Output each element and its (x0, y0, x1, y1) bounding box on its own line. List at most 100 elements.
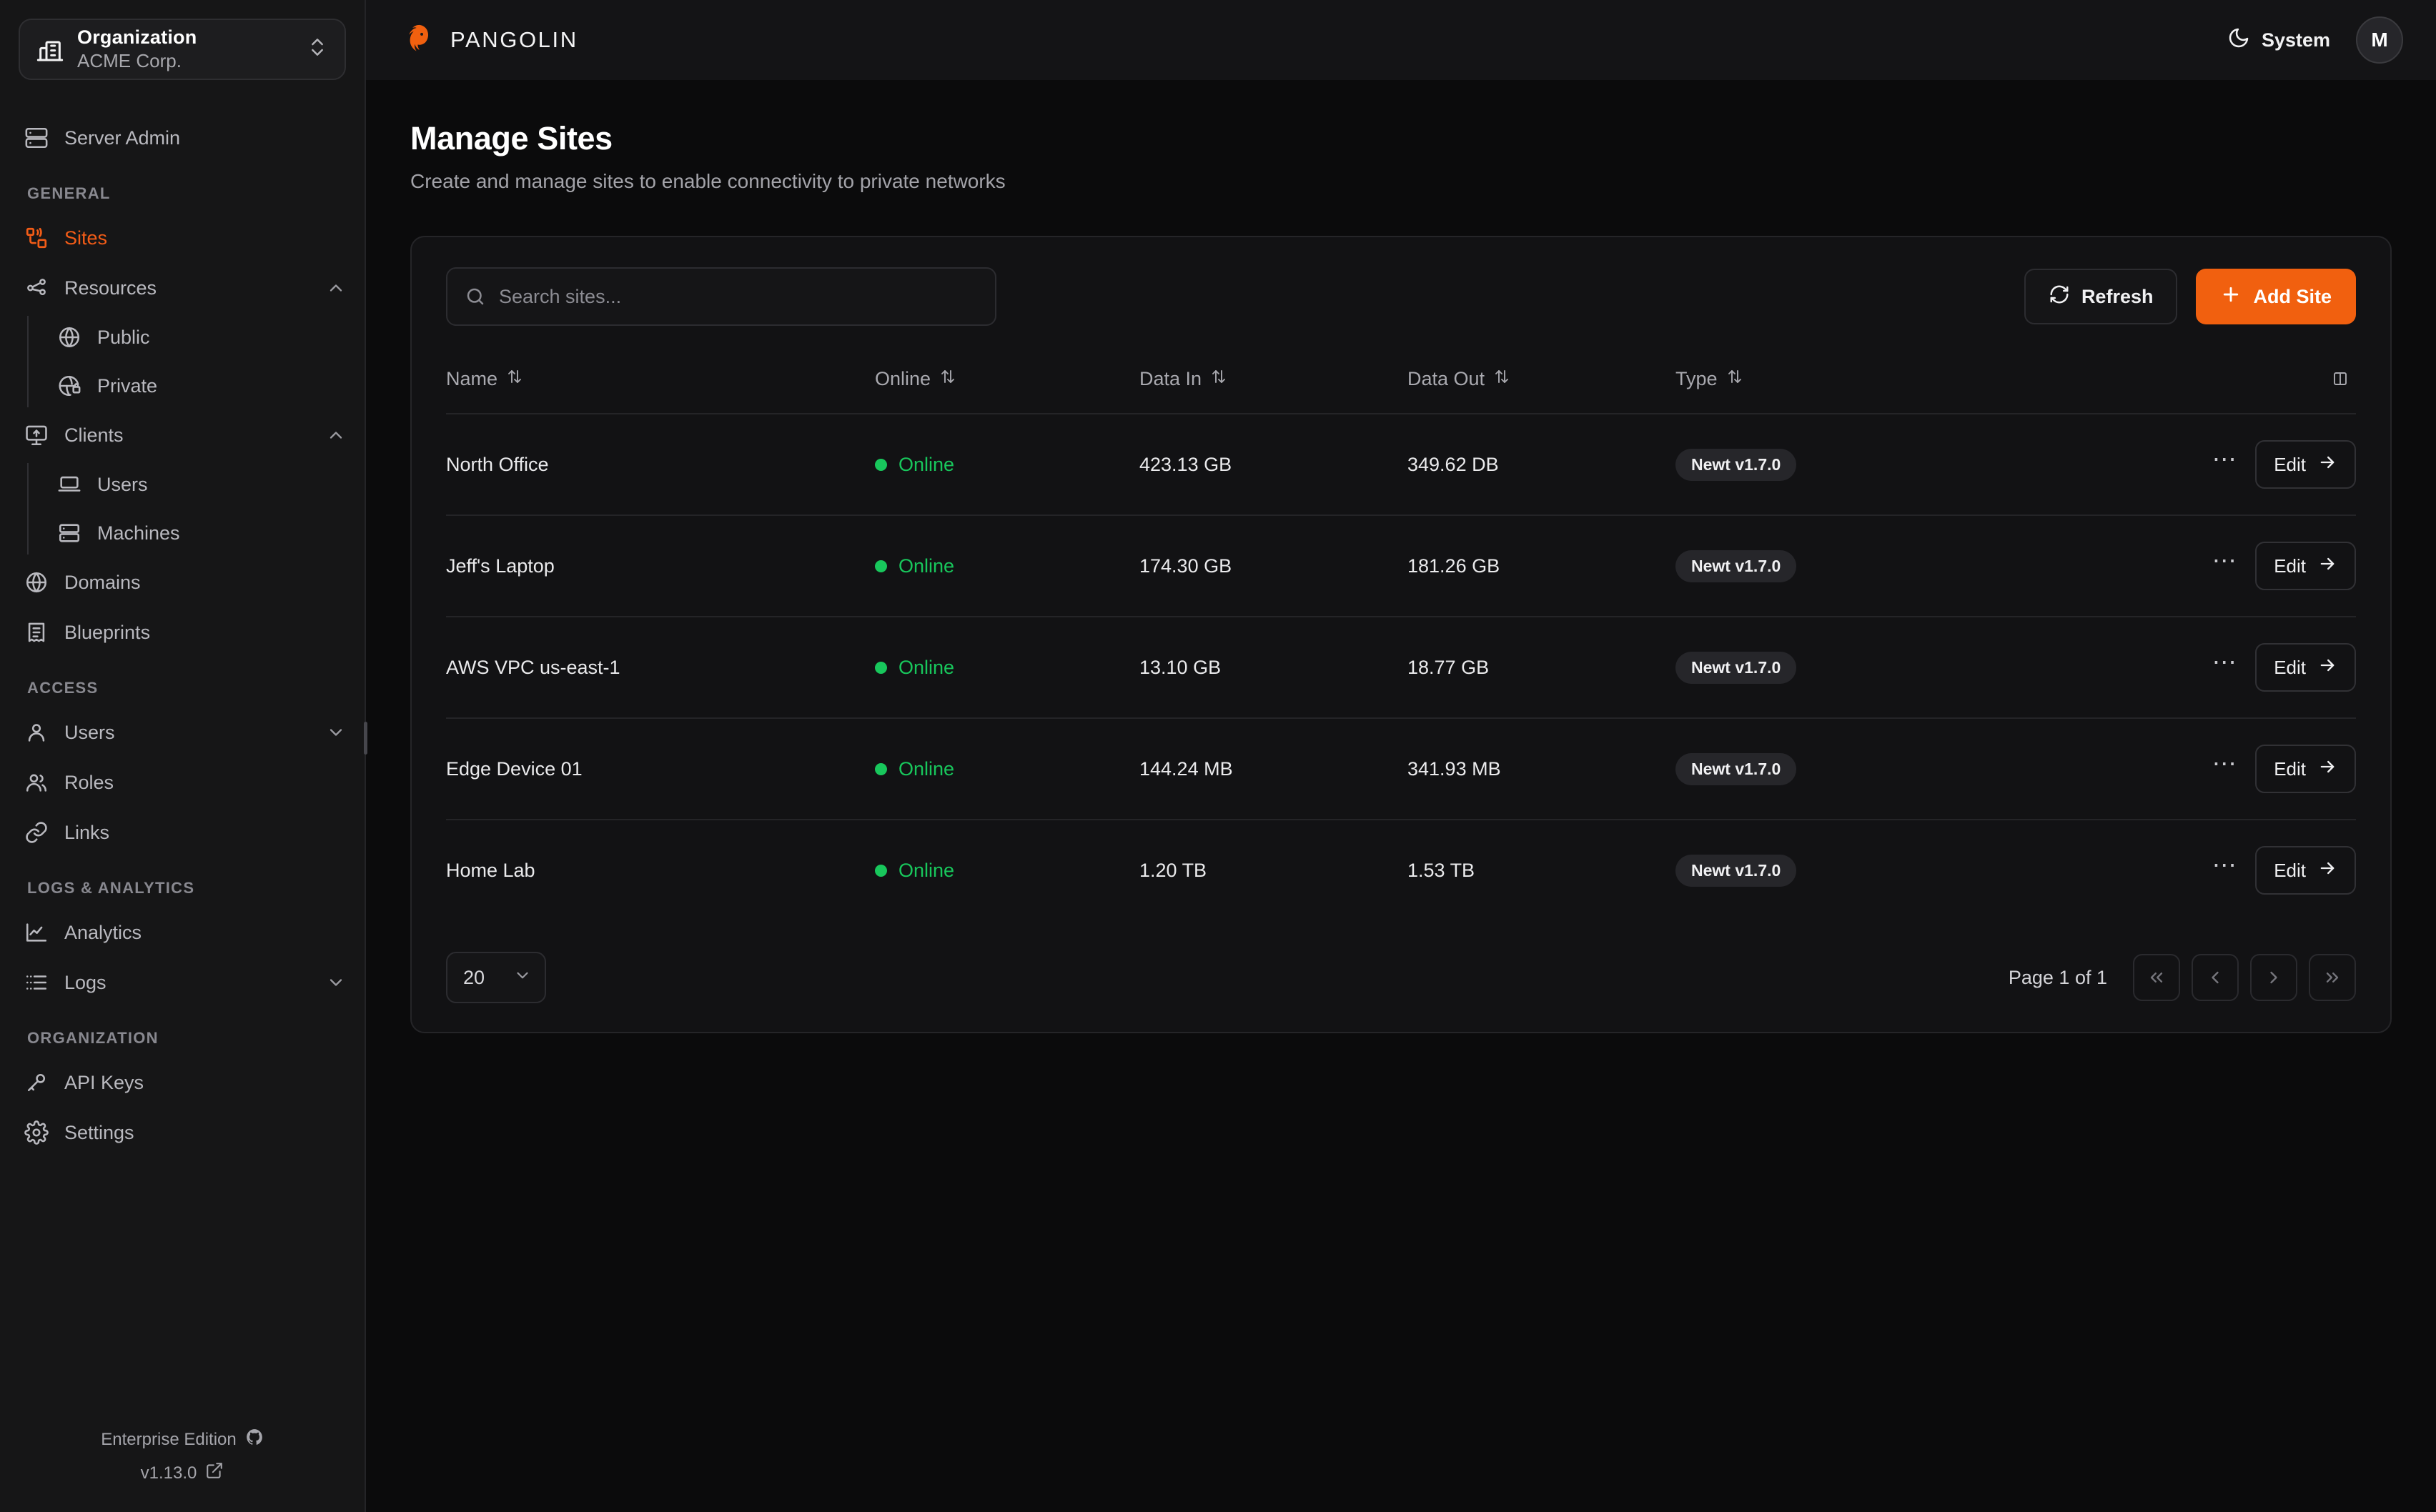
edit-button[interactable]: Edit (2255, 643, 2356, 692)
sidebar-item-users-clients[interactable]: Users (27, 460, 365, 509)
ellipsis-icon[interactable]: ⋯ (2204, 849, 2247, 892)
sidebar-item-public[interactable]: Public (27, 313, 365, 362)
sidebar-item-machines[interactable]: Machines (27, 509, 365, 557)
cell-data-out: 341.93 MB (1407, 717, 1675, 820)
sidebar-item-clients[interactable]: Clients (0, 410, 365, 460)
cell-data-out: 1.53 TB (1407, 819, 1675, 920)
sort-icon[interactable] (1493, 367, 1510, 391)
sidebar-item-links[interactable]: Links (0, 807, 365, 857)
sidebar-item-users[interactable]: Users (0, 707, 365, 757)
page-indicator: Page 1 of 1 (2008, 966, 2107, 988)
edit-button[interactable]: Edit (2255, 440, 2356, 489)
add-site-button[interactable]: Add Site (2196, 269, 2356, 324)
theme-toggle[interactable]: System (2227, 26, 2330, 54)
sidebar-item-label: Public (97, 326, 150, 348)
sidebar-item-blueprints[interactable]: Blueprints (0, 607, 365, 657)
cell-actions: ⋯ Edit (2104, 413, 2356, 515)
edition-row[interactable]: Enterprise Edition (0, 1428, 365, 1451)
brand[interactable]: PANGOLIN (400, 21, 578, 59)
chevron-up-icon[interactable] (326, 278, 346, 298)
table-row[interactable]: Jeff's Laptop Online 174.30 GB 181.26 GB… (446, 514, 2356, 617)
github-icon[interactable] (245, 1428, 264, 1451)
columns-icon[interactable] (2324, 363, 2356, 394)
search-input[interactable] (446, 267, 996, 326)
sidebar-item-sites[interactable]: Sites (0, 213, 365, 263)
ellipsis-icon[interactable]: ⋯ (2204, 443, 2247, 486)
edit-button[interactable]: Edit (2255, 745, 2356, 793)
page-size-value: 20 (463, 966, 485, 988)
table-row[interactable]: North Office Online 423.13 GB 349.62 DB … (446, 413, 2356, 515)
edit-button[interactable]: Edit (2255, 846, 2356, 895)
add-site-label: Add Site (2253, 285, 2332, 307)
sidebar-item-analytics[interactable]: Analytics (0, 907, 365, 958)
link-icon (24, 820, 49, 845)
edit-button[interactable]: Edit (2255, 542, 2356, 590)
column-header-online[interactable]: Online (875, 352, 1139, 414)
avatar[interactable]: M (2356, 16, 2403, 64)
status-badge: Online (898, 757, 955, 780)
sidebar-item-label: Users (97, 473, 148, 495)
sidebar-item-roles[interactable]: Roles (0, 757, 365, 807)
resources-icon (24, 276, 49, 300)
arrow-right-icon (2317, 757, 2337, 782)
table-row[interactable]: Home Lab Online 1.20 TB 1.53 TB Newt v1.… (446, 819, 2356, 920)
sidebar-item-domains[interactable]: Domains (0, 557, 365, 607)
sort-icon[interactable] (1210, 367, 1227, 391)
version-row[interactable]: v1.13.0 (0, 1461, 365, 1485)
column-header-data-out[interactable]: Data Out (1407, 352, 1675, 414)
status-dot (875, 458, 887, 471)
column-label: Type (1675, 367, 1718, 389)
type-badge: Newt v1.7.0 (1675, 752, 1797, 785)
users-icon (24, 770, 49, 795)
ellipsis-icon[interactable]: ⋯ (2204, 747, 2247, 790)
search-wrap (446, 267, 996, 326)
status-dot (875, 661, 887, 674)
cell-name: AWS VPC us-east-1 (446, 616, 875, 718)
chevron-down-icon[interactable] (326, 722, 346, 742)
first-page-button[interactable] (2133, 954, 2180, 1001)
edit-label: Edit (2274, 554, 2306, 577)
prev-page-button[interactable] (2192, 954, 2239, 1001)
sidebar-item-resources[interactable]: Resources (0, 263, 365, 313)
sidebar-item-settings[interactable]: Settings (0, 1108, 365, 1158)
external-link-icon[interactable] (205, 1461, 224, 1485)
sidebar-item-server-admin[interactable]: Server Admin (0, 113, 365, 163)
sidebar-resize-handle[interactable] (364, 722, 367, 755)
sidebar-item-label: Links (64, 821, 110, 843)
refresh-button[interactable]: Refresh (2024, 269, 2178, 324)
page-size-select[interactable]: 20 (446, 952, 546, 1003)
column-header-name[interactable]: Name (446, 352, 875, 414)
org-switcher[interactable]: Organization ACME Corp. (19, 19, 346, 80)
sidebar-item-api-keys[interactable]: API Keys (0, 1058, 365, 1108)
receipt-icon (24, 620, 49, 645)
sidebar: Organization ACME Corp. Server Admin (0, 0, 367, 1512)
last-page-button[interactable] (2309, 954, 2356, 1001)
type-badge: Newt v1.7.0 (1675, 549, 1797, 582)
column-header-data-in[interactable]: Data In (1139, 352, 1407, 414)
sites-table-head: Name Online (446, 352, 2356, 414)
type-badge: Newt v1.7.0 (1675, 651, 1797, 684)
table-row[interactable]: Edge Device 01 Online 144.24 MB 341.93 M… (446, 717, 2356, 820)
org-name: ACME Corp. (77, 50, 182, 71)
table-header-row: Name Online (446, 352, 2356, 414)
sidebar-item-label: API Keys (64, 1071, 144, 1093)
next-page-button[interactable] (2250, 954, 2297, 1001)
chevron-down-icon[interactable] (326, 973, 346, 993)
ellipsis-icon[interactable]: ⋯ (2204, 544, 2247, 587)
sort-icon[interactable] (506, 367, 523, 391)
sort-icon[interactable] (939, 367, 956, 391)
sidebar-item-label: Resources (64, 277, 157, 299)
chevron-up-icon[interactable] (326, 425, 346, 445)
arrow-right-icon (2317, 858, 2337, 883)
ellipsis-icon[interactable]: ⋯ (2204, 646, 2247, 689)
sort-icon[interactable] (1726, 367, 1743, 391)
sidebar-subgroup-resources: Public Private (27, 313, 365, 410)
chevron-down-icon (513, 966, 532, 990)
pagination-buttons (2133, 954, 2356, 1001)
user-icon (24, 720, 49, 745)
table-row[interactable]: AWS VPC us-east-1 Online 13.10 GB 18.77 … (446, 616, 2356, 718)
sidebar-item-private[interactable]: Private (27, 362, 365, 410)
sidebar-item-logs[interactable]: Logs (0, 958, 365, 1008)
column-header-type[interactable]: Type (1675, 352, 2104, 414)
pangolin-logo-icon (400, 21, 437, 59)
